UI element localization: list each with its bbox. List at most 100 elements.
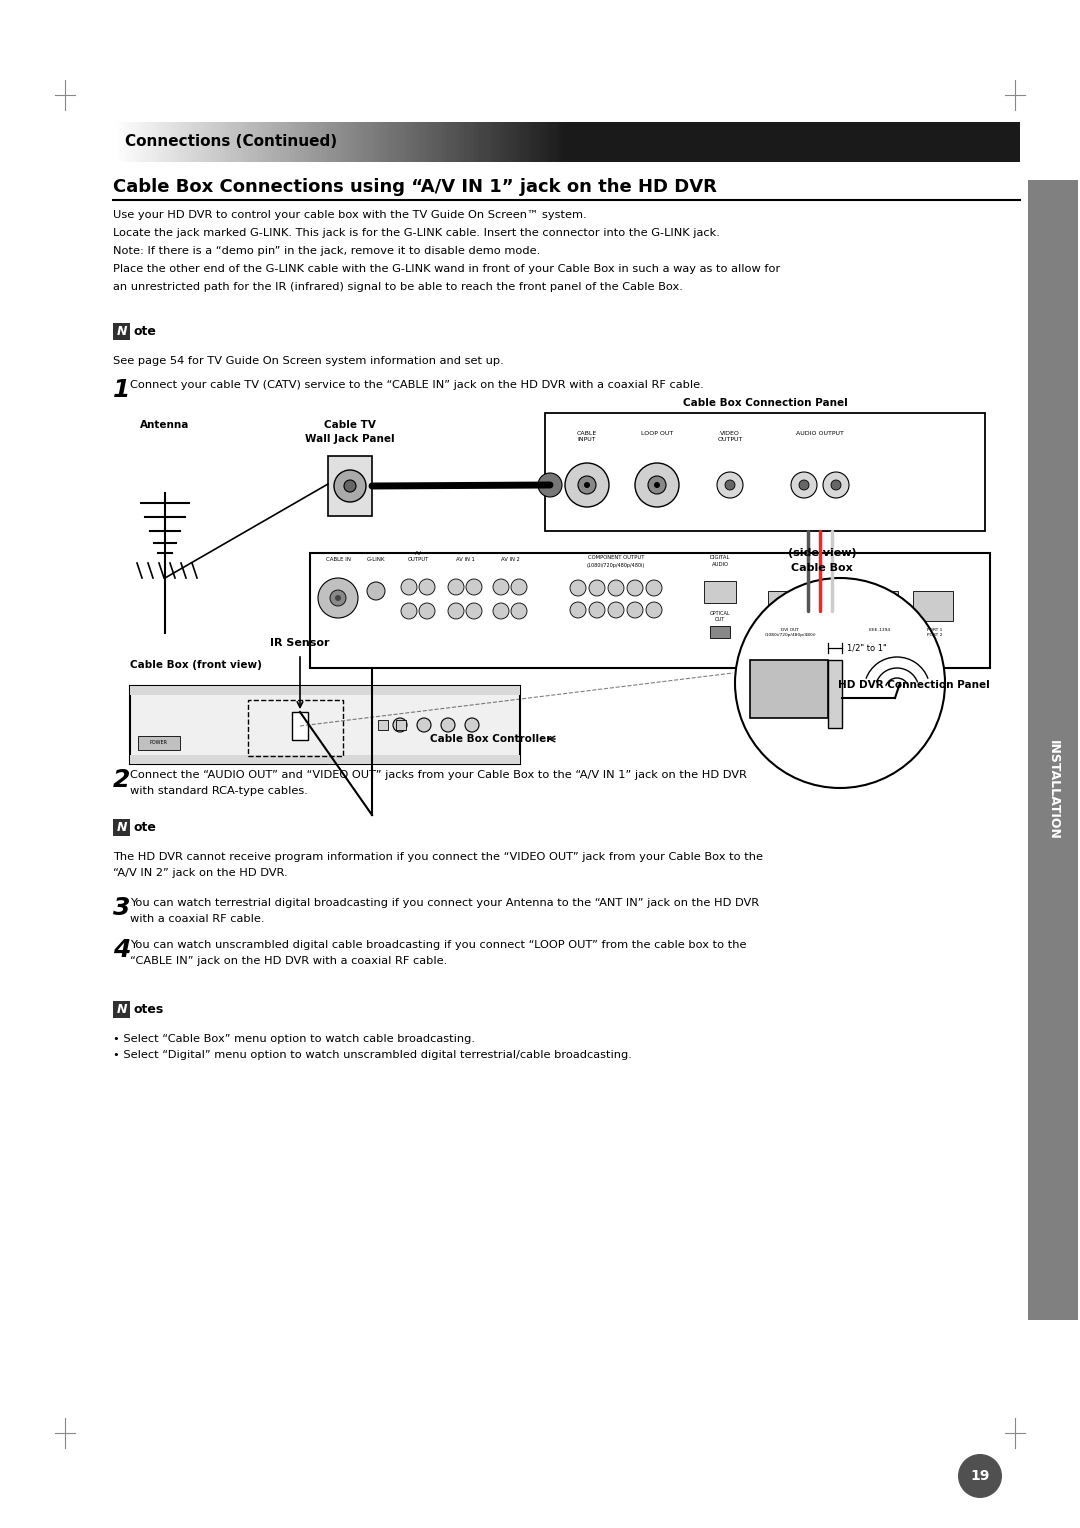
Bar	[545, 413, 985, 532]
Circle shape	[465, 718, 480, 732]
Text: “CABLE IN” jack on the HD DVR with a coaxial RF cable.: “CABLE IN” jack on the HD DVR with a coa…	[130, 957, 447, 966]
Text: AUDIO: AUDIO	[712, 562, 729, 567]
Circle shape	[492, 604, 509, 619]
Text: CABLE IN: CABLE IN	[325, 558, 351, 562]
Text: You can watch unscrambled digital cable broadcasting if you connect “LOOP OUT” f: You can watch unscrambled digital cable …	[130, 940, 746, 950]
Text: AV IN 2: AV IN 2	[500, 558, 519, 562]
Circle shape	[608, 581, 624, 596]
Text: VIDEO
OUTPUT: VIDEO OUTPUT	[717, 431, 743, 442]
Circle shape	[393, 718, 407, 732]
Text: an unrestricted path for the IR (infrared) signal to be able to reach the front : an unrestricted path for the IR (infrare…	[113, 283, 683, 292]
Circle shape	[823, 472, 849, 498]
Bar	[328, 455, 372, 516]
Circle shape	[538, 474, 562, 497]
Circle shape	[589, 602, 605, 617]
Bar	[704, 581, 735, 604]
Circle shape	[419, 604, 435, 619]
Text: See page 54 for TV Guide On Screen system information and set up.: See page 54 for TV Guide On Screen syste…	[113, 356, 503, 367]
Bar	[858, 591, 897, 620]
Bar	[768, 591, 808, 620]
Text: 19: 19	[970, 1468, 989, 1484]
Circle shape	[570, 581, 586, 596]
Text: Connect the “AUDIO OUT” and “VIDEO OUT” jacks from your Cable Box to the “A/V IN: Connect the “AUDIO OUT” and “VIDEO OUT” …	[130, 770, 747, 779]
Bar	[113, 1001, 130, 1018]
Text: INSTALLATION: INSTALLATION	[1047, 740, 1059, 840]
Text: IEEE-1394: IEEE-1394	[869, 628, 891, 633]
Text: 3: 3	[113, 895, 131, 920]
Circle shape	[367, 582, 384, 601]
Circle shape	[608, 602, 624, 617]
Circle shape	[511, 604, 527, 619]
Text: with standard RCA-type cables.: with standard RCA-type cables.	[130, 785, 308, 796]
Text: LOOP OUT: LOOP OUT	[640, 431, 673, 435]
Text: Cable Box (front view): Cable Box (front view)	[130, 660, 261, 669]
Text: IR Sensor: IR Sensor	[270, 639, 329, 648]
Circle shape	[401, 579, 417, 594]
Circle shape	[570, 602, 586, 617]
Circle shape	[565, 463, 609, 507]
Circle shape	[646, 602, 662, 617]
Text: Use your HD DVR to control your cable box with the TV Guide On Screen™ system.: Use your HD DVR to control your cable bo…	[113, 209, 586, 220]
Circle shape	[417, 718, 431, 732]
Text: N: N	[117, 325, 126, 338]
Text: DIGITAL: DIGITAL	[710, 555, 730, 559]
Bar	[378, 720, 388, 730]
Text: (side view): (side view)	[787, 549, 856, 558]
Bar	[913, 591, 953, 620]
Bar	[130, 755, 519, 764]
Circle shape	[345, 480, 356, 492]
Circle shape	[419, 579, 435, 594]
Text: Place the other end of the G-LINK cable with the G-LINK wand in front of your Ca: Place the other end of the G-LINK cable …	[113, 264, 780, 274]
Bar	[828, 660, 842, 727]
Circle shape	[448, 604, 464, 619]
Circle shape	[589, 581, 605, 596]
Circle shape	[511, 579, 527, 594]
Circle shape	[465, 579, 482, 594]
Circle shape	[492, 579, 509, 594]
Text: N: N	[117, 1002, 126, 1016]
Text: PORT 1
PORT 2: PORT 1 PORT 2	[928, 628, 943, 637]
Circle shape	[799, 480, 809, 490]
Text: OPTICAL: OPTICAL	[710, 611, 730, 616]
Text: N: N	[117, 821, 126, 834]
Bar	[138, 736, 180, 750]
Text: Antenna: Antenna	[140, 420, 190, 429]
Bar	[130, 686, 519, 764]
Bar	[322, 723, 422, 755]
Circle shape	[725, 480, 735, 490]
Circle shape	[335, 594, 341, 601]
Circle shape	[717, 472, 743, 498]
Bar	[292, 712, 308, 740]
Text: Cable TV: Cable TV	[324, 420, 376, 429]
Circle shape	[448, 579, 464, 594]
Text: The HD DVR cannot receive program information if you connect the “VIDEO OUT” jac: The HD DVR cannot receive program inform…	[113, 853, 762, 862]
Text: otes: otes	[133, 1002, 163, 1016]
Circle shape	[646, 581, 662, 596]
Circle shape	[654, 481, 660, 487]
Bar	[130, 686, 519, 695]
Bar	[113, 819, 130, 836]
Text: 4: 4	[113, 938, 131, 963]
Text: • Select “Cable Box” menu option to watch cable broadcasting.: • Select “Cable Box” menu option to watc…	[113, 1034, 475, 1044]
Circle shape	[831, 480, 841, 490]
Text: Cable Box Connection Panel: Cable Box Connection Panel	[683, 397, 848, 408]
Text: Note: If there is a “demo pin” in the jack, remove it to disable demo mode.: Note: If there is a “demo pin” in the ja…	[113, 246, 540, 257]
Circle shape	[627, 581, 643, 596]
Bar	[1028, 180, 1078, 1320]
Text: (1080i/720p/480p/480i): (1080i/720p/480p/480i)	[586, 562, 645, 568]
Circle shape	[334, 471, 366, 503]
Circle shape	[578, 477, 596, 494]
Bar	[396, 720, 406, 730]
Bar	[113, 322, 130, 341]
Text: 1/2" to 1": 1/2" to 1"	[847, 643, 887, 652]
Text: ote: ote	[133, 325, 156, 338]
Circle shape	[465, 604, 482, 619]
Bar	[710, 626, 730, 639]
Circle shape	[401, 604, 417, 619]
Text: Cable Box Connections using “A/V IN 1” jack on the HD DVR: Cable Box Connections using “A/V IN 1” j…	[113, 177, 717, 196]
Circle shape	[627, 602, 643, 617]
Circle shape	[648, 477, 666, 494]
Text: COMPONENT OUTPUT: COMPONENT OUTPUT	[588, 555, 645, 559]
Text: ote: ote	[133, 821, 156, 834]
Text: 1: 1	[113, 377, 131, 402]
